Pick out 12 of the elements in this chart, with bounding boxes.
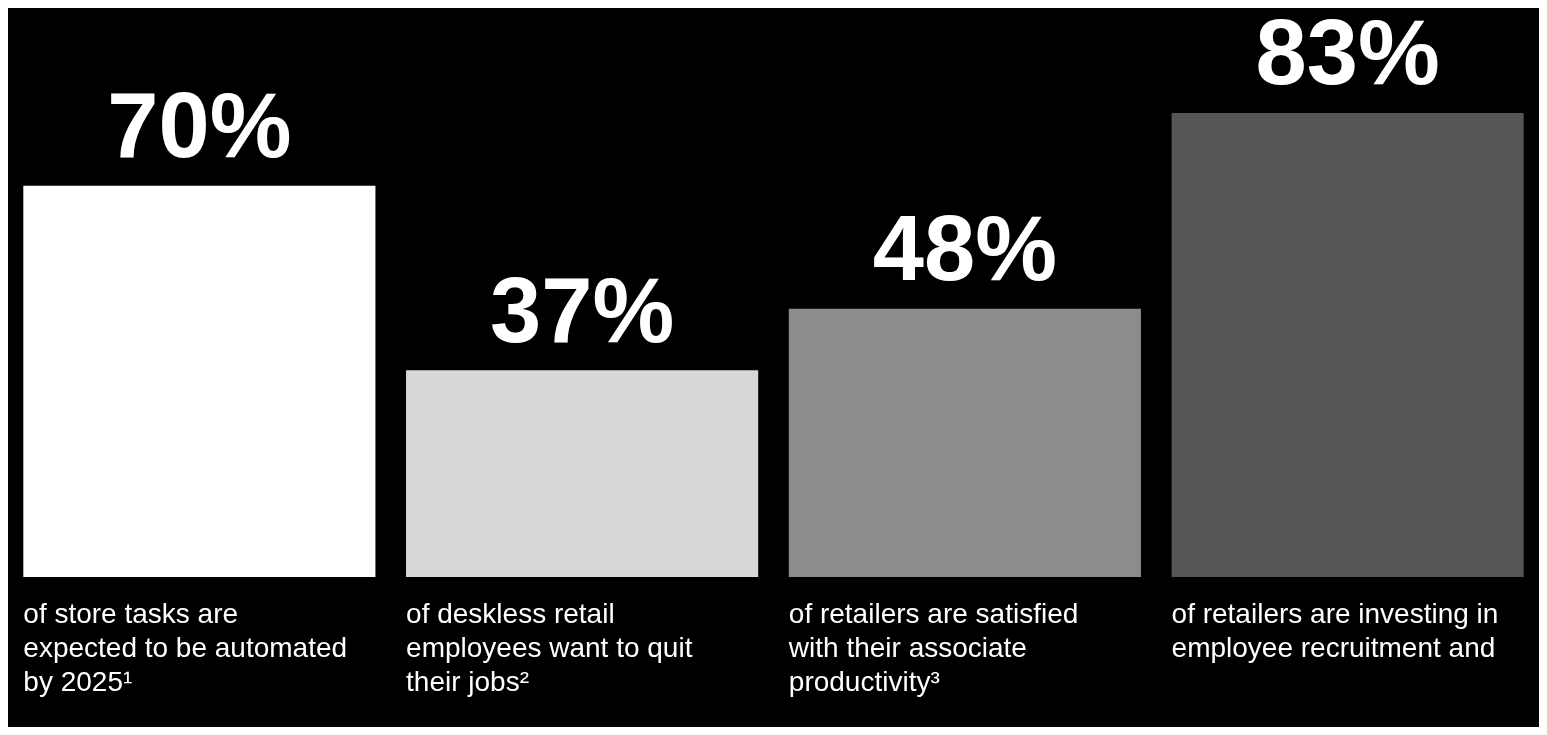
x-tick-label: of retailers are investing in employee recruitment and [1171,597,1499,663]
x-tick-label: of retailers are satisfied with their associate productivity³ [787,597,1079,697]
x-tick-label: of store tasks are expected to be automated by 2025¹ [23,597,348,697]
data-label: 48% [872,197,1057,300]
x-tick-label: of deskless retail employees want to quit their jobs² [406,597,693,697]
bar [23,185,376,577]
bar [788,308,1141,577]
bar [406,370,759,577]
data-label: 70% [107,74,292,177]
data-label: 83% [1255,1,1440,104]
data-label: 37% [490,258,675,361]
bar [1171,113,1524,577]
